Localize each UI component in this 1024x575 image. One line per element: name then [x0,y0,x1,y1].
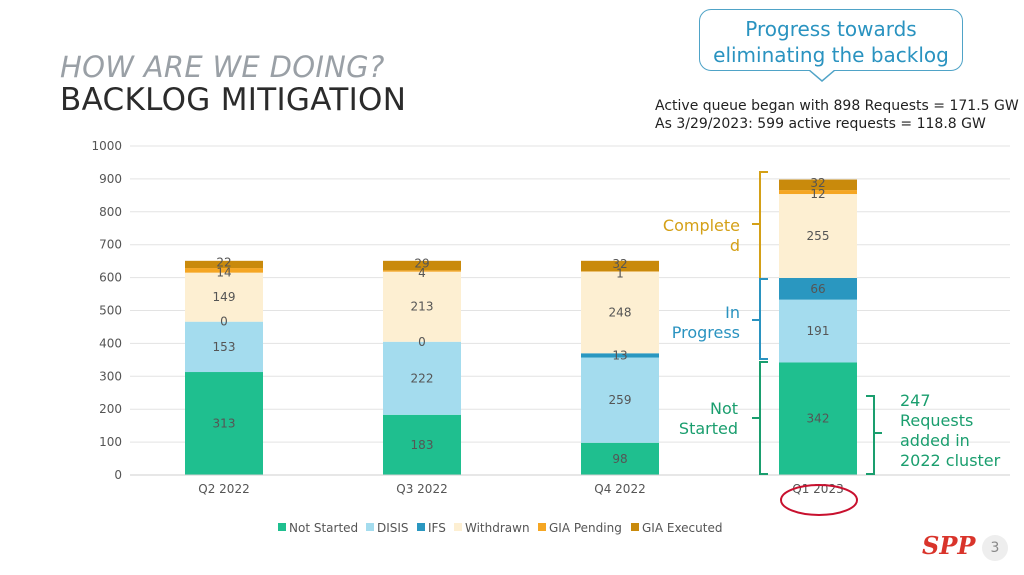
callout-box: Progress towards eliminating the backlog [699,9,963,71]
x-tick-label: Q3 2022 [396,482,447,496]
data-label: 32 [612,257,627,271]
bracket-completed-label-1: Complete [663,216,740,235]
bar-segment [779,194,857,278]
legend-label: IFS [428,521,446,535]
bracket-completed-label-2: d [730,236,740,255]
bracket-added-label-2: Requests [900,411,973,430]
data-label: 32 [810,176,825,190]
data-label: 66 [810,282,825,296]
bar-segment [581,271,659,354]
x-tick-label: Q2 2022 [198,482,249,496]
bar-segment [383,414,461,475]
data-label: 213 [411,300,434,314]
legend-label: Not Started [289,521,358,535]
legend-swatch [366,523,374,531]
bar-segment [581,353,659,358]
bar-segment [185,321,263,373]
y-tick-label: 100 [99,435,122,449]
y-tick-label: 800 [99,205,122,219]
label-layer: 3131530149142218322202134299825913248132… [213,176,830,466]
data-label: 29 [414,257,429,271]
bar-segment [779,299,857,363]
bar-segment [779,362,857,475]
bar-segment [185,260,263,269]
legend-swatch [631,523,639,531]
bar-segment [383,341,461,415]
y-tick-label: 1000 [91,139,122,153]
data-label: 255 [807,229,830,243]
page-title: BACKLOG MITIGATION [60,82,407,118]
bar-segment [581,442,659,475]
bar-segment [185,268,263,273]
spp-logo: SPP [922,531,976,560]
bracket-not-started-label-2: Started [679,419,738,438]
legend-swatch [538,523,546,531]
bracket-in-progress-label-1: In [725,303,740,322]
bar-segment [185,372,263,475]
data-label: 259 [609,393,632,407]
y-tick-label: 400 [99,336,122,350]
bar-segment [581,260,659,272]
legend-layer: Not Started DISIS IFS Withdrawn GIA Pending G… [278,521,722,535]
data-label: 153 [213,340,236,354]
bracket-added [866,395,882,475]
data-label: 4 [418,266,426,280]
legend-swatch [417,523,425,531]
bar-segment [581,357,659,443]
data-label: 14 [216,265,231,279]
data-label: 191 [807,324,830,338]
bar-segment [383,260,461,271]
bracket-in-progress [752,278,768,360]
note-line-1: Active queue began with 898 Requests = 1… [655,98,1019,114]
data-label: 342 [807,412,830,426]
callout-line-2: eliminating the backlog [713,43,949,67]
bar-segment [779,179,857,191]
bar-layer [185,179,857,475]
legend-label: GIA Pending [549,521,622,535]
data-label: 12 [810,187,825,201]
legend-label: DISIS [377,521,409,535]
callout-tail-inner [809,69,835,80]
data-label: 0 [220,315,228,329]
note-line-2: As 3/29/2023: 599 active requests = 118.… [655,116,986,132]
data-label: 313 [213,417,236,431]
legend-label: GIA Executed [642,521,722,535]
y-tick-label: 0 [114,468,122,482]
data-label: 1 [616,267,624,281]
bracket-added-label-1: 247 [900,391,931,410]
bar-segment [185,272,263,322]
y-tick-label: 200 [99,402,122,416]
y-tick-label: 900 [99,172,122,186]
bar-segment [779,277,857,300]
bar-segment [383,270,461,272]
data-label: 149 [213,290,236,304]
bar-segment [383,271,461,342]
legend-swatch [278,523,286,531]
y-tick-label: 500 [99,304,122,318]
bar-segment [779,190,857,195]
data-label: 222 [411,371,434,385]
bracket-in-progress-label-2: Progress [672,323,740,342]
data-label: 22 [216,255,231,269]
y-tick-label: 300 [99,369,122,383]
callout-line-1: Progress towards [745,17,917,41]
bracket-not-started [752,361,768,475]
x-tick-label: Q4 2022 [594,482,645,496]
data-label: 0 [418,335,426,349]
y-tick-label: 600 [99,271,122,285]
y-tick-label: 700 [99,238,122,252]
bracket-not-started-label-1: Not [710,399,738,418]
legend-label: Withdrawn [465,521,530,535]
data-label: 98 [612,452,627,466]
bracket-added-label-3: added in [900,431,970,450]
legend-swatch [454,523,462,531]
page-number: 3 [982,535,1008,561]
page-subtitle: HOW ARE WE DOING? [60,50,385,84]
bracket-added-label-4: 2022 cluster [900,451,1001,470]
highlight-circle [780,484,858,516]
data-label: 248 [609,305,632,319]
data-label: 183 [411,438,434,452]
data-label: 13 [612,348,627,362]
